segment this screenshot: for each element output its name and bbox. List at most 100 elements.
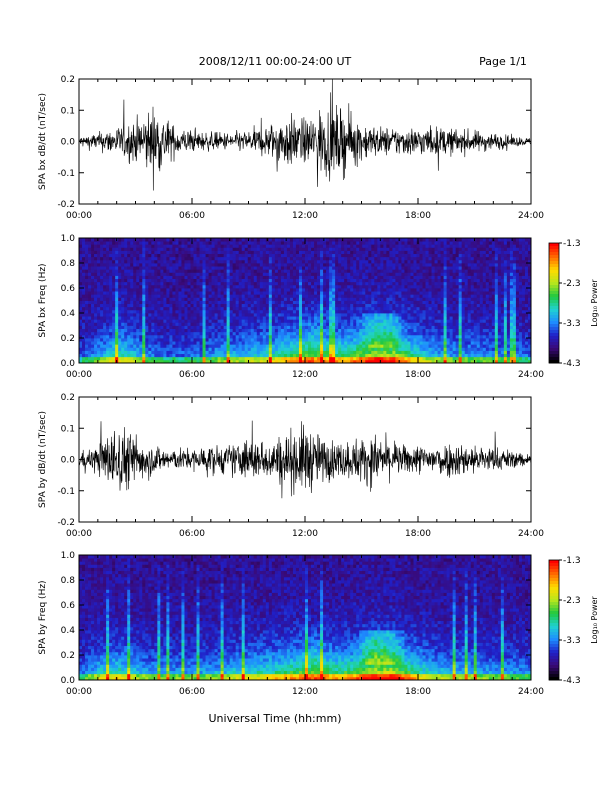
spectrogram-cell xyxy=(244,250,249,255)
spectrogram-cell xyxy=(139,300,143,305)
spectrogram-cell xyxy=(422,300,426,305)
spectrogram-cell xyxy=(274,306,279,311)
spectrogram-cell xyxy=(85,253,89,258)
spectrogram-cell xyxy=(416,309,420,314)
spectrogram-cell xyxy=(305,344,309,348)
spectrogram-cell xyxy=(341,313,345,317)
spectrogram-cell xyxy=(280,328,285,333)
spectrogram-cell xyxy=(178,322,182,326)
spectrogram-cell xyxy=(181,309,185,314)
spectrogram-cell xyxy=(100,322,104,326)
spectrogram-cell xyxy=(314,272,318,276)
spectrogram-cell xyxy=(91,275,95,280)
spectrogram-cell xyxy=(226,353,231,358)
spectrogram-cell xyxy=(88,259,92,264)
spectrogram-cell xyxy=(274,266,279,270)
spectrogram-cell xyxy=(232,331,237,336)
spectrogram-cell xyxy=(166,328,170,333)
spectrogram-cell xyxy=(241,272,246,276)
spectrogram-cell xyxy=(109,359,113,364)
spectrogram-cell xyxy=(311,338,315,342)
spectrogram-cell xyxy=(160,275,164,280)
spectrogram-cell xyxy=(431,325,435,330)
spectrogram-cell xyxy=(256,359,261,364)
spectrogram-cell xyxy=(437,238,441,242)
spectrogram-cell xyxy=(205,281,209,286)
spectrogram-cell xyxy=(350,256,354,261)
spectrogram-cell xyxy=(157,334,161,339)
spectrogram-cell xyxy=(404,303,408,308)
spectrogram-cell xyxy=(181,272,185,276)
spectrogram-cell xyxy=(434,284,438,289)
spectrogram-cell xyxy=(413,359,417,364)
spectrogram-cell xyxy=(389,350,393,355)
spectrogram-cell xyxy=(85,241,89,245)
spectrogram-cell xyxy=(356,306,360,311)
spectrogram-cell xyxy=(320,278,324,283)
spectrogram-cell xyxy=(431,256,435,261)
spectrogram-cell xyxy=(211,322,215,326)
spectrogram-cell xyxy=(362,359,366,364)
spectrogram-cell xyxy=(160,356,164,361)
spectrogram-cell xyxy=(94,313,98,317)
spectrogram-cell xyxy=(277,253,282,258)
spectrogram-cell xyxy=(332,300,336,305)
spectrogram-cell xyxy=(416,278,420,283)
spectrogram-cell xyxy=(350,331,354,336)
spectrogram-cell xyxy=(193,294,197,298)
spectrogram-cell xyxy=(112,319,116,323)
spectrogram-cell xyxy=(341,291,345,295)
spectrogram-cell xyxy=(395,272,399,276)
spectrogram-cell xyxy=(100,288,104,292)
spectrogram-cell xyxy=(341,272,345,276)
spectrogram-cell xyxy=(106,250,110,255)
spectrogram-cell xyxy=(389,284,393,289)
spectrogram-cell xyxy=(163,284,167,289)
spectrogram-cell xyxy=(416,316,420,320)
spectrogram-cell xyxy=(323,350,327,355)
spectrogram-cell xyxy=(124,256,128,261)
spectrogram-cell xyxy=(160,241,164,245)
spectrogram-cell xyxy=(292,241,297,245)
spectrogram-cell xyxy=(341,316,345,320)
spectrogram-cell xyxy=(443,253,448,258)
spectrogram-cell xyxy=(413,356,417,361)
spectrogram-cell xyxy=(356,263,360,267)
spectrogram-cell xyxy=(172,266,176,270)
spectrogram-cell xyxy=(292,347,297,351)
spectrogram-cell xyxy=(428,353,432,358)
spectrogram-cell xyxy=(314,284,318,289)
spectrogram-cell xyxy=(253,272,258,276)
spectrogram-cell xyxy=(401,256,405,261)
spectrogram-cell xyxy=(274,253,279,258)
spectrogram-cell xyxy=(317,325,321,330)
spectrogram-cell xyxy=(389,313,393,317)
spectrogram-cell xyxy=(289,297,294,301)
spectrogram-cell xyxy=(353,247,357,251)
spectrogram-cell xyxy=(253,344,258,348)
spectrogram-cell xyxy=(169,306,173,311)
spectrogram-cell xyxy=(301,319,306,323)
spectrogram-cell xyxy=(347,288,351,292)
spectrogram-cell xyxy=(103,303,107,308)
spectrogram-cell xyxy=(425,325,429,330)
spectrogram-cell xyxy=(434,325,438,330)
spectrogram-cell xyxy=(259,316,264,320)
spectrogram-cell xyxy=(106,269,110,273)
spectrogram-cell xyxy=(365,269,369,273)
spectrogram-cell xyxy=(289,353,294,358)
spectrogram-cell xyxy=(365,238,369,242)
spectrogram-cell xyxy=(94,328,98,333)
spectrogram-cell xyxy=(79,319,83,323)
spectrogram-cell xyxy=(295,303,300,308)
spectrogram-cell xyxy=(193,244,197,248)
spectrogram-cell xyxy=(145,331,149,336)
spectrogram-cell xyxy=(226,238,231,242)
spectrogram-cell xyxy=(347,328,351,333)
spectrogram-cell xyxy=(115,350,119,355)
spectrogram-cell xyxy=(398,294,402,298)
spectrogram-cell xyxy=(262,247,267,251)
spectrogram-cell xyxy=(362,294,366,298)
spectrogram-cell xyxy=(317,334,321,339)
spectrogram-cell xyxy=(88,253,92,258)
